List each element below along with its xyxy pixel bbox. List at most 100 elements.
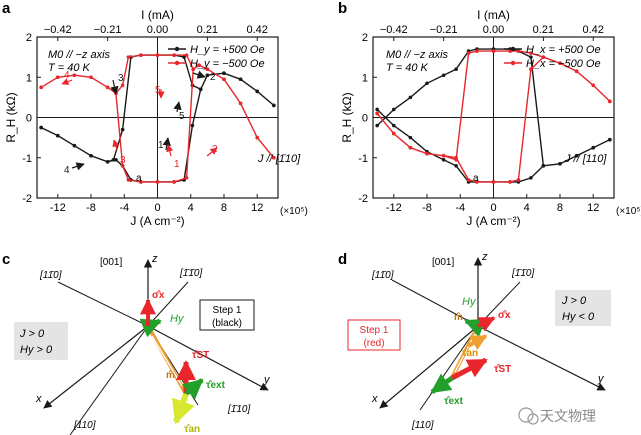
p0-series-0-point-20 [255,89,260,94]
p1-series-1-point-29 [441,153,446,158]
m-label-d: m̂ [454,312,463,323]
p1-series-0-point-17 [608,137,612,142]
p0-series-1-point-10 [172,180,176,184]
condition-line-2-c: Hy > 0 [20,344,53,356]
p1-series-1-point-25 [491,180,496,184]
x-axis-c [43,325,149,409]
p1-series-1-point-9 [508,49,512,53]
p0-series-0-point-24 [198,87,203,92]
p0-x2-tick-label-0: −0.42 [44,24,72,36]
step-box-line-1-c: Step 1 [213,305,242,316]
p0-series-1-point-29 [139,53,143,57]
p1-x2-tick-label-0: −0.42 [380,24,408,36]
p0-legend-marker-0 [174,46,180,52]
step-arrow-3-black [110,79,119,95]
dir-001-label-d: [001] [432,257,454,268]
p1-series-1-point-24 [508,180,512,184]
p1-y-tick-label-1: -1 [358,153,368,165]
y-axis-label-d: y [597,373,605,385]
step-box-line-1-d: Step 1 [360,325,389,336]
dir-110-line-d [419,325,479,411]
p0-legend-label-0: H_y = +500 Oe [190,44,265,56]
p1-x-axis-label: J (A cm⁻²) [466,214,520,228]
p0-x-tick-label-6: 12 [251,202,263,214]
p0-y-tick-label-3: 1 [26,72,32,84]
step-arrow-2-red [206,147,218,157]
tau-an-label-d: τ̂an [462,348,478,359]
p1-series-0-point-18 [591,145,596,150]
p1-series-1-point-30 [425,151,429,156]
p1-x-tick-label-3: 0 [490,202,496,214]
p0-x-tick-label-5: 8 [221,202,227,214]
dir-11bar0-label-c: [11̄0] [39,270,62,281]
m-label-c: m̂ [166,370,175,381]
p1-x-tick-label-1: -8 [422,202,432,214]
p1-y-tick-label-3: 1 [362,72,368,84]
watermark-icon-2 [527,413,539,425]
p0-x2-tick-label-4: 0.42 [247,24,268,36]
p0-series-1-point-30 [126,55,131,59]
step-arrow-4-black [71,162,85,171]
p1-series-0-point-2 [408,95,413,100]
p1-x2-tick-label-1: −0.21 [430,24,458,36]
temperature-label-a: T = 40 K [48,62,91,74]
p0-series-1-point-23 [205,67,210,71]
p0-series-1-point-11 [184,176,189,180]
tau-st-label-d: τ̂ST [494,364,511,375]
tau-an-label-c: τ̂an [184,424,200,435]
dir-110-label-c: [110] [73,420,96,431]
p1-x-tick-label-2: -4 [455,202,465,214]
p1-series-1-point-27 [466,178,471,182]
p1-series-0-point-32 [391,123,396,128]
p0-series-1-point-20 [255,135,260,140]
p0-series-0-point-11 [182,55,186,59]
panel-d-diagram: d z x y [001] [11̄0] [1̄1̄0] [110] m̂ Hy… [338,251,611,431]
step-arrow-1-red [166,144,174,157]
p0-x-tick-label-3: 0 [154,202,160,214]
p1-series-0-point-19 [574,153,579,158]
p1-y-tick-label-4: 2 [362,32,368,44]
p1-legend-marker-1 [510,60,516,66]
p1-series-1-point-28 [454,155,458,160]
p1-y-axis-label: R_H (kΩ) [340,92,354,142]
step-number-3-black: 3 [118,73,124,84]
p1-series-1-point-17 [608,99,612,104]
p0-series-1-point-26 [184,53,189,57]
p0-series-0-point-32 [114,157,118,162]
p0-series-0-point-5 [111,157,116,162]
panel-label-b: b [338,0,347,17]
step-box-c [199,299,255,331]
step-arrow-5-black [173,101,182,113]
p1-series-1-point-7 [475,49,479,53]
hy-label-d: Hy [462,296,477,308]
watermark-icon [518,407,534,423]
step-number-4-black: 4 [64,165,70,176]
p1-series-1-point-22 [529,67,533,71]
dir-11bar0-line-d [391,279,479,327]
step-markers-a: 4 3 2 1 5 4 3 5 1 2 [61,70,218,176]
dir-001-label-c: [001] [100,257,122,268]
temperature-label-b: T = 40 K [386,62,429,74]
p1-legend-label-1: H_x = −500 Oe [526,58,601,70]
dir-11bar0-label-d: [11̄0] [371,270,394,281]
step-number-3-red: 3 [120,155,126,166]
step-box-line-2-c: (black) [212,318,242,329]
tau-an-vector-c [171,392,195,425]
x-axis-d [379,325,479,409]
p0-series-1-point-19 [272,155,276,160]
condition-line-1-c: J > 0 [19,328,45,340]
p1-x2-tick-label-3: 0.21 [533,24,554,36]
p0-series-0-point-25 [190,123,195,128]
p0-x-tick-label-1: -8 [86,202,96,214]
x-axis-label-d: x [371,393,378,405]
p0-series-1-point-35 [72,73,77,78]
p0-x2-tick-label-1: −0.21 [94,24,122,36]
p0-series-1-point-31 [120,83,125,88]
p0-series-0-point-22 [222,71,226,76]
current-direction-label-a: J // [1̄10] [257,153,301,165]
p0-x2-axis-label: I (mA) [141,8,174,22]
p0-series-1-point-36 [55,75,60,80]
p1-series-0-point-22 [529,176,533,180]
